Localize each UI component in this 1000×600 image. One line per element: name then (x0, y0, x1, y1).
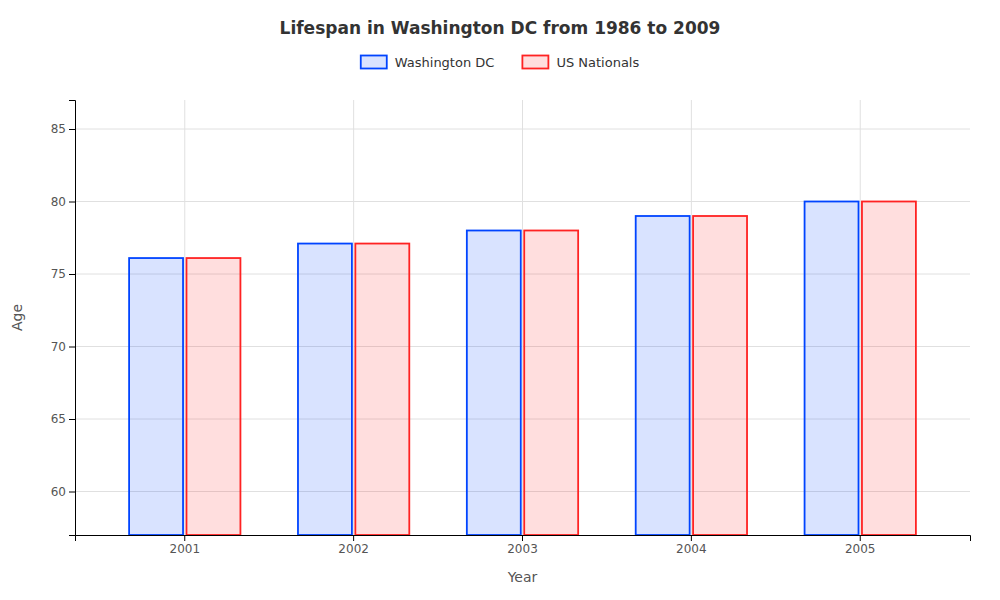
x-tick-mark (184, 535, 185, 541)
grid-line-x (860, 100, 861, 535)
bar (186, 258, 240, 535)
y-tick-mark (69, 129, 75, 130)
y-tick-label: 70 (51, 340, 66, 354)
bar (129, 258, 183, 535)
legend-label: Washington DC (395, 55, 495, 70)
chart: 2001 2002 2003 2004 2005 60 65 70 75 80 85 Year Age L… (0, 0, 1000, 600)
bar (693, 216, 747, 535)
plot: 2001 2002 2003 2004 2005 60 65 70 75 80 85 (51, 100, 971, 556)
legend-label: US Nationals (556, 55, 639, 70)
y-tick-mark (69, 347, 75, 348)
bar (805, 202, 859, 536)
x-tick: 2005 (845, 535, 876, 556)
bar (524, 231, 578, 536)
x-tick-label: 2005 (845, 542, 876, 556)
bar-series (129, 202, 858, 536)
x-tick: 2003 (507, 535, 538, 556)
x-tick-label: 2003 (507, 542, 538, 556)
x-tick-mark (860, 535, 861, 541)
x-tick-label: 2002 (338, 542, 369, 556)
y-tick-label: 60 (51, 485, 66, 499)
y-tick: 75 (51, 267, 75, 281)
legend-item: US Nationals (522, 55, 639, 70)
x-tick: 2002 (338, 535, 369, 556)
y-tick-label: 80 (51, 195, 66, 209)
legend-swatch (361, 56, 387, 69)
y-tick-label: 85 (51, 122, 66, 136)
bar (467, 231, 521, 536)
y-tick: 65 (51, 412, 75, 426)
bar (355, 244, 409, 535)
bar-series (186, 202, 915, 536)
legend-swatch (522, 56, 548, 69)
x-tick-mark (522, 535, 523, 541)
y-axis-title: Age (9, 304, 25, 331)
bars (129, 202, 916, 536)
grid-line-x (353, 100, 354, 535)
y-tick: 85 (51, 122, 75, 136)
y-tick: 60 (51, 485, 75, 499)
y-tick-mark (69, 492, 75, 493)
grid-line-x (184, 100, 185, 535)
x-tick-label: 2004 (676, 542, 707, 556)
grid-line-x (522, 100, 523, 535)
x-tick-mark (353, 535, 354, 541)
grid-line-x (691, 100, 692, 535)
y-tick-mark (69, 419, 75, 420)
y-tick-mark (69, 202, 75, 203)
y-axis-line (69, 101, 76, 536)
title: Lifespan in Washington DC from 1986 to 2… (280, 18, 721, 38)
y-tick-label: 75 (51, 267, 66, 281)
x-tick: 2001 (169, 535, 200, 556)
bar (298, 244, 352, 535)
x-tick-mark (691, 535, 692, 541)
legend-item: Washington DC (361, 55, 495, 70)
x-axis-line (76, 536, 971, 542)
legend: Washington DC US Nationals (361, 55, 640, 70)
y-tick-label: 65 (51, 412, 66, 426)
y-tick: 80 (51, 195, 75, 209)
x-tick-label: 2001 (169, 542, 200, 556)
y-axis: 60 65 70 75 80 85 (51, 101, 76, 536)
y-tick: 70 (51, 340, 75, 354)
x-tick: 2004 (676, 535, 707, 556)
bar (636, 216, 690, 535)
grid (75, 100, 970, 535)
y-tick-mark (69, 274, 75, 275)
x-axis: 2001 2002 2003 2004 2005 (76, 535, 971, 556)
bar (862, 202, 916, 536)
x-axis-title: Year (507, 569, 538, 585)
